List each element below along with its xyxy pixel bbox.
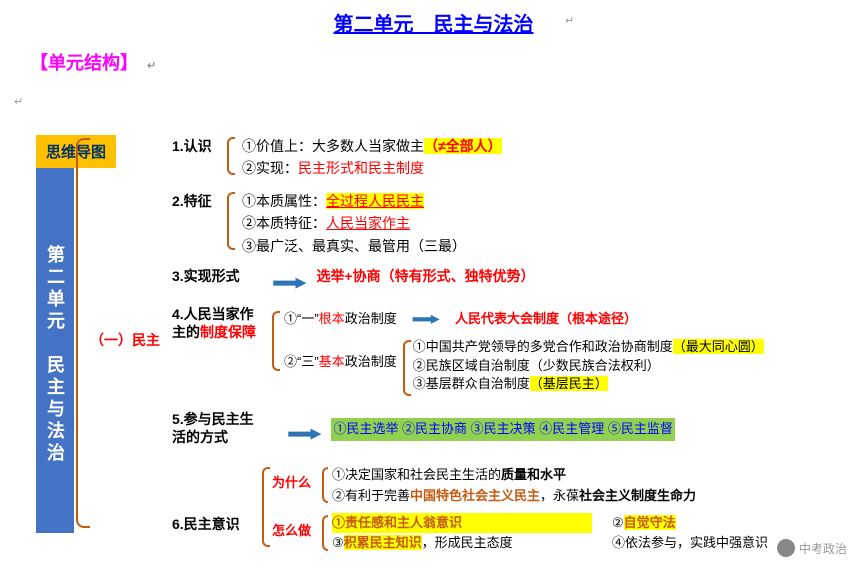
txt: ①价值上：大多数人当家做主 <box>242 138 424 154</box>
brace-icon <box>227 192 235 250</box>
txt: ②“三” <box>284 354 319 369</box>
txt: ，永葆 <box>540 488 579 503</box>
watermark: 中考政治 <box>777 539 847 557</box>
page-title: 第二单元 民主与法治 <box>0 0 867 37</box>
txt: 主的 <box>172 324 200 340</box>
txt-bold: 社会主义制度生命力 <box>579 488 696 503</box>
section-subtitle: 【单元结构】 ↵ <box>0 37 867 75</box>
txt: 政治制度 <box>345 311 397 326</box>
brace-icon <box>403 340 411 396</box>
sec1-body: ①价值上：大多数人当家做主（≠全部人） ②实现：民主形式和民主制度 <box>242 135 852 180</box>
txt-hl: 全过程人民民主 <box>326 193 424 209</box>
txt-hl: ①责任感和主人翁意识 <box>332 513 592 534</box>
sec3-label: 3.实现形式 <box>172 265 262 287</box>
brace-icon <box>262 467 270 547</box>
sec4-body: ①“一”根本政治制度 ➡ 人民代表大会制度（根本途径） ②“三”基本政治制度 ①… <box>284 305 867 394</box>
section-6: 6.民主意识 为什么 ①决定国家和社会民主生活的质量和水平 ②有利于完善中国特色… <box>172 465 867 554</box>
para-mark: ↵ <box>565 14 574 27</box>
txt: ③基层群众自治制度 <box>413 376 530 391</box>
txt: ②实现： <box>242 160 298 176</box>
main-brace <box>76 138 90 528</box>
section-1: 1.认识 ①价值上：大多数人当家做主（≠全部人） ②实现：民主形式和民主制度 <box>172 135 852 180</box>
txt-hlg: ①民主选举 ②民主协商 ③民主决策 ④民主管理 ⑤民主监督 <box>331 418 674 441</box>
subtitle-text: 单元结构 <box>48 53 120 73</box>
txt: ③ <box>332 535 344 550</box>
sec2-body: ①本质属性：全过程人民民主 ②本质特征：人民当家作主 ③最广泛、最真实、最管用（… <box>242 190 852 257</box>
txt: ①本质属性： <box>242 193 326 209</box>
txt: 政治制度 <box>345 354 397 369</box>
bracket-left: 【 <box>30 53 48 73</box>
txt-red: 人民代表大会制度（根本途径） <box>455 311 637 326</box>
txt: 4.人民当家作 <box>172 306 254 322</box>
arrow-icon: ➡ <box>271 265 308 300</box>
watermark-icon <box>777 539 795 557</box>
why-label: 为什么 <box>272 465 322 494</box>
sec4-label: 4.人民当家作 主的制度保障 <box>172 305 284 341</box>
txt: ，形成民主态度 <box>422 535 513 550</box>
sec6-label: 6.民主意识 <box>172 483 272 535</box>
txt-orange: 中国特色社会主义民主 <box>410 488 540 503</box>
txt: ②本质特征： <box>242 215 326 231</box>
brace-icon <box>322 515 328 551</box>
section-2: 2.特征 ①本质属性：全过程人民民主 ②本质特征：人民当家作主 ③最广泛、最真实… <box>172 190 852 257</box>
section-5: 5.参与民主生活的方式 ➡ ①民主选举 ②民主协商 ③民主决策 ④民主管理 ⑤民… <box>172 410 867 451</box>
txt: 活的方式 <box>172 429 228 445</box>
unit-vertical-bar: 第二单元 民主与法治 <box>36 168 74 533</box>
txt-red: 人民当家作主 <box>326 215 410 231</box>
txt-red: 根本 <box>319 311 345 326</box>
txt-hl: （基层民主） <box>530 376 608 391</box>
para-mark: ↵ <box>14 95 23 108</box>
txt: ② <box>612 515 624 530</box>
section-3: 3.实现形式 ➡ 选举+协商（特有形式、独特优势） <box>172 265 852 300</box>
level1-label: （一）民主 <box>90 330 160 350</box>
section-4: 4.人民当家作 主的制度保障 ①“一”根本政治制度 ➡ 人民代表大会制度（根本途… <box>172 305 867 394</box>
txt-red: 民主形式和民主制度 <box>298 160 424 176</box>
txt-red: 选举+协商（特有形式、独特优势） <box>316 265 534 287</box>
txt: ②民族区域自治制度（少数民族合法权利） <box>413 357 764 376</box>
how-label: 怎么做 <box>272 513 322 542</box>
txt-bold: 质量和水平 <box>501 467 566 482</box>
txt-hl: 自觉守法 <box>624 515 676 530</box>
txt: ①中国共产党领导的多党合作和政治协商制度 <box>413 339 673 354</box>
arrow-icon: ➡ <box>286 416 323 451</box>
txt-red: 制度保障 <box>200 324 256 340</box>
txt: ①“一” <box>284 311 319 326</box>
txt: 5.参与民主生 <box>172 411 254 427</box>
para-mark: ↵ <box>147 60 156 72</box>
txt-hl: （≠全部人） <box>424 138 502 154</box>
brace-icon <box>272 311 280 371</box>
brace-icon <box>322 467 328 503</box>
txt: ①决定国家和社会民主生活的 <box>332 467 501 482</box>
txt-hl: 积累民主知识 <box>344 535 422 550</box>
bracket-right: 】 <box>120 53 138 73</box>
txt-red: 基本 <box>319 354 345 369</box>
txt: ③最广泛、最真实、最管用（三最） <box>242 235 852 257</box>
arrow-icon: ➡ <box>411 305 441 334</box>
brace-icon <box>227 137 235 175</box>
sec5-label: 5.参与民主生活的方式 <box>172 410 277 446</box>
txt-hl: （最大同心圆） <box>673 339 764 354</box>
txt: ②有利于完善 <box>332 488 410 503</box>
watermark-text: 中考政治 <box>799 540 847 557</box>
